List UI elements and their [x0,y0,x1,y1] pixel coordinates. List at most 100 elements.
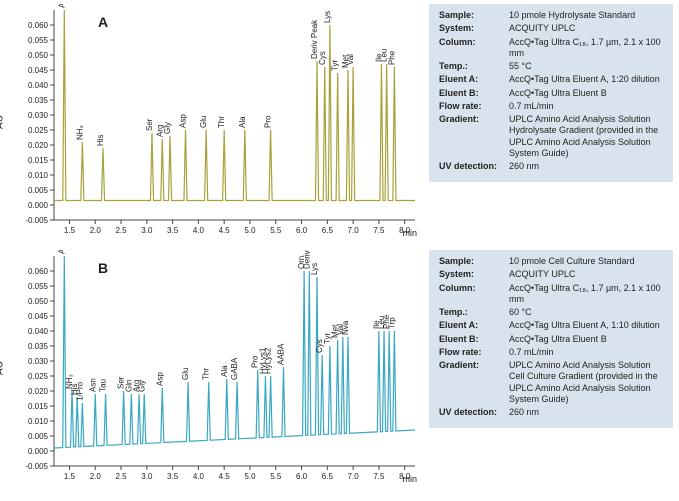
svg-text:1.5: 1.5 [64,226,76,235]
info-value: 60 °C [509,307,665,318]
info-label: Sample: [439,256,509,267]
peak-label: Lys [323,11,332,23]
info-row: Sample:10 pmole Cell Culture Standard [439,256,665,267]
info-label: System: [439,23,509,34]
info-value: AccQ•Tag Ultra Eluent A, 1:10 dilution [509,320,665,331]
svg-text:6.0: 6.0 [296,226,308,235]
info-row: System:ACQUITY UPLC [439,269,665,280]
info-row: Eluent B:AccQ•Tag Ultra Eluent B [439,334,665,345]
svg-text:3.0: 3.0 [141,472,153,481]
svg-text:0.000: 0.000 [28,201,49,210]
info-row: UV detection:260 nm [439,407,665,418]
info-value: 10 pmole Cell Culture Standard [509,256,665,267]
info-label: Gradient: [439,114,509,159]
svg-text:0.040: 0.040 [28,81,49,90]
info-row: System:ACQUITY UPLC [439,23,665,34]
peak-label: Tau [99,379,108,392]
svg-text:7.5: 7.5 [373,226,385,235]
info-row: Eluent A:AccQ•Tag Ultra Eluent A, 1:10 d… [439,320,665,331]
info-row: Column:AccQ•Tag Ultra C₁₈, 1.7 µm, 2.1 x… [439,37,665,60]
peak-label: Val [346,54,355,65]
info-label: Temp.: [439,307,509,318]
svg-text:0.010: 0.010 [28,171,49,180]
svg-text:0.060: 0.060 [28,21,49,30]
svg-text:6.5: 6.5 [322,472,334,481]
peak-label: Asn [88,378,97,392]
svg-text:6.0: 6.0 [296,472,308,481]
svg-text:0.035: 0.035 [28,342,49,351]
svg-text:2.5: 2.5 [115,226,127,235]
info-value: AccQ•Tag Ultra C₁₈, 1.7 µm, 2.1 x 100 mm [509,37,665,60]
svg-text:4.5: 4.5 [219,226,231,235]
info-label: Temp.: [439,61,509,72]
peak-label: Glu [199,116,208,128]
svg-text:3.5: 3.5 [167,226,179,235]
chart-a-letter: A [98,14,108,30]
chart-a-ylabel: AU [0,115,6,129]
svg-text:0.005: 0.005 [28,186,49,195]
info-label: Eluent B: [439,334,509,345]
peak-label: AMQ [57,250,66,254]
info-label: Gradient: [439,360,509,405]
info-row: Sample:10 pmole Hydrolysate Standard [439,10,665,21]
peak-label: AABA [276,343,285,365]
svg-text:5.5: 5.5 [270,226,282,235]
info-label: Eluent A: [439,74,509,85]
peak-label: GABA [230,357,239,380]
info-label: UV detection: [439,161,509,172]
info-row: Temp.:60 °C [439,307,665,318]
peak-label: Asp [179,114,188,128]
chart-b-xlabel: min [402,474,417,484]
svg-text:3.5: 3.5 [167,472,179,481]
svg-text:0.040: 0.040 [28,327,49,336]
info-value: AccQ•Tag Ultra Eluent B [509,334,665,345]
info-label: UV detection: [439,407,509,418]
info-label: System: [439,269,509,280]
info-value: UPLC Amino Acid Analysis Solution Cell C… [509,360,665,405]
info-row: Flow rate:0.7 mL/min [439,101,665,112]
peak-label: Asp [155,372,164,386]
svg-text:0.005: 0.005 [28,432,49,441]
peak-label: HyLys2 [264,347,273,374]
peak-label: Nva [341,320,350,335]
peak-label: Ser [145,118,154,131]
peak-label: Tyr [331,60,340,71]
svg-text:0.025: 0.025 [28,126,49,135]
info-value: AccQ•Tag Ultra Eluent B [509,88,665,99]
svg-text:2.0: 2.0 [90,472,102,481]
info-value: 0.7 mL/min [509,101,665,112]
svg-text:4.0: 4.0 [193,472,205,481]
info-row: Gradient:UPLC Amino Acid Analysis Soluti… [439,114,665,159]
svg-text:0.055: 0.055 [28,36,49,45]
info-value: 260 nm [509,161,665,172]
svg-text:0.030: 0.030 [28,357,49,366]
page: { "chartA": { "type": "line", "letter": … [0,0,679,501]
info-label: Column: [439,37,509,60]
svg-text:0.010: 0.010 [28,417,49,426]
svg-text:0.055: 0.055 [28,282,49,291]
peak-label: Trp [387,317,396,329]
info-row: Column:AccQ•Tag Ultra C₁₈, 1.7 µm, 2.1 x… [439,283,665,306]
row-b: -0.0050.0000.0050.0100.0150.0200.0250.03… [0,246,679,486]
info-value: AccQ•Tag Ultra C₁₈, 1.7 µm, 2.1 x 100 mm [509,283,665,306]
svg-text:0.015: 0.015 [28,156,49,165]
info-label: Flow rate: [439,347,509,358]
svg-text:0.030: 0.030 [28,111,49,120]
peak-label: 1/Pro [75,381,84,401]
svg-text:0.035: 0.035 [28,96,49,105]
chart-b-ylabel: AU [0,361,6,375]
peak-label: AMQ [57,4,66,8]
info-row: UV detection:260 nm [439,161,665,172]
svg-text:5.0: 5.0 [244,472,256,481]
svg-text:0.045: 0.045 [28,66,49,75]
svg-text:2.5: 2.5 [115,472,127,481]
peak-label: His [96,134,105,146]
chart-a-wrap: -0.0050.0000.0050.0100.0150.0200.0250.03… [6,4,421,240]
svg-text:-0.005: -0.005 [25,462,48,471]
svg-text:0.015: 0.015 [28,402,49,411]
info-row: Temp.:55 °C [439,61,665,72]
chart-a-xlabel: min [402,228,417,238]
svg-text:1.5: 1.5 [64,472,76,481]
info-value: ACQUITY UPLC [509,269,665,280]
svg-text:7.5: 7.5 [373,472,385,481]
